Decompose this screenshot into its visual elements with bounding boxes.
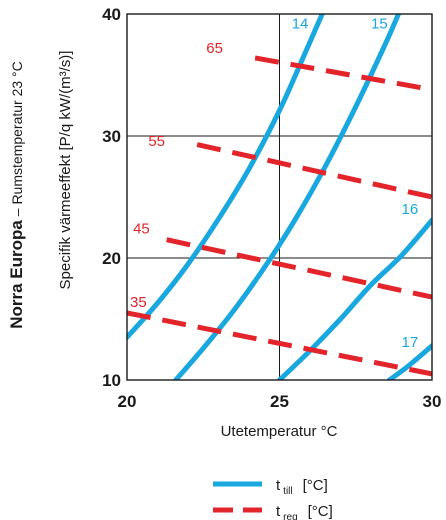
legend-label-till: t till [°C] <box>276 477 328 497</box>
x-tick-label: 25 <box>270 392 289 411</box>
x-tick-label: 20 <box>118 392 137 411</box>
y-tick-label: 30 <box>102 127 121 146</box>
return-line-65 <box>254 55 432 93</box>
grid <box>127 14 432 380</box>
x-tick-label: 30 <box>423 392 442 411</box>
supply-curve-16 <box>277 217 432 380</box>
series-layer <box>127 14 432 380</box>
legend: t till [°C] t reg [°C] <box>213 477 333 520</box>
tick-labels: 20 25 30 10 20 30 40 <box>102 5 441 411</box>
curve-label-16: 16 <box>402 201 419 218</box>
y-tick-label: 10 <box>102 371 121 390</box>
supply-curve-15 <box>173 14 401 380</box>
curve-label-35: 35 <box>130 294 147 311</box>
return-line-35 <box>127 310 432 377</box>
legend-label-reg: t reg [°C] <box>276 503 333 520</box>
plot-frame <box>126 13 433 381</box>
curve-labels: 14 15 16 17 65 55 45 35 <box>130 16 418 351</box>
y-tick-label: 20 <box>102 249 121 268</box>
return-line-45 <box>166 237 432 300</box>
y-tick-label: 40 <box>102 5 121 24</box>
supply-curve-17 <box>386 343 432 380</box>
curve-label-65: 65 <box>206 40 223 57</box>
curve-label-17: 17 <box>402 334 419 351</box>
side-title: Norra Europa – Rumstemperatur 23 °C <box>7 61 26 329</box>
return-line-55 <box>196 142 432 200</box>
curve-label-14: 14 <box>292 16 309 33</box>
side-title-bold: Norra Europa <box>7 220 26 329</box>
curve-label-45: 45 <box>133 221 150 238</box>
y-axis-label: Specifik värmeeffekt [P/q kW/(m³/s)] <box>57 51 74 290</box>
x-axis-label: Utetemperatur °C <box>221 423 338 440</box>
curve-label-15: 15 <box>371 16 388 33</box>
curve-label-55: 55 <box>148 133 165 150</box>
side-title-rest: – Rumstemperatur 23 °C <box>9 61 25 220</box>
